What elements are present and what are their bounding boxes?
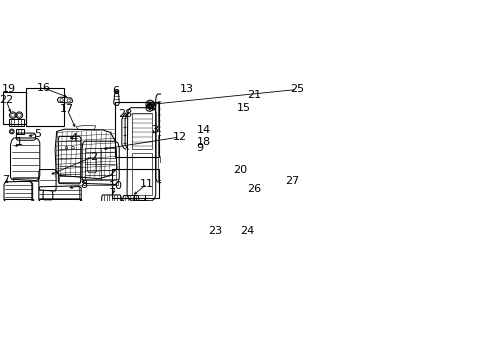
Bar	[116, 102, 159, 157]
Text: 27: 27	[285, 176, 299, 186]
Text: 16: 16	[37, 83, 51, 93]
Text: 23: 23	[208, 226, 222, 236]
Text: 7: 7	[2, 175, 9, 185]
Text: 12: 12	[173, 132, 187, 142]
Text: 9: 9	[196, 143, 203, 153]
Text: 19: 19	[1, 84, 16, 94]
Text: 17: 17	[60, 104, 74, 114]
Text: 1: 1	[16, 137, 23, 147]
Bar	[26, 88, 64, 126]
Text: 8: 8	[80, 180, 88, 190]
Text: 25: 25	[290, 85, 304, 94]
Text: 2: 2	[90, 152, 97, 162]
Text: 14: 14	[197, 125, 211, 135]
Text: 13: 13	[180, 85, 194, 94]
Text: 5: 5	[34, 129, 41, 139]
Text: 6: 6	[112, 86, 119, 96]
Bar	[3, 91, 26, 124]
Text: 18: 18	[197, 137, 211, 147]
Text: 26: 26	[246, 184, 261, 194]
Text: 24: 24	[240, 226, 254, 236]
Text: 3: 3	[151, 125, 158, 135]
Text: 4: 4	[70, 133, 77, 143]
Bar	[112, 168, 159, 198]
Text: 20: 20	[233, 165, 247, 175]
Text: 22: 22	[0, 95, 13, 105]
Text: 21: 21	[247, 90, 262, 100]
Text: 28: 28	[118, 109, 133, 118]
Text: 11: 11	[140, 179, 154, 189]
Text: 10: 10	[108, 181, 122, 191]
Text: 15: 15	[237, 103, 251, 113]
